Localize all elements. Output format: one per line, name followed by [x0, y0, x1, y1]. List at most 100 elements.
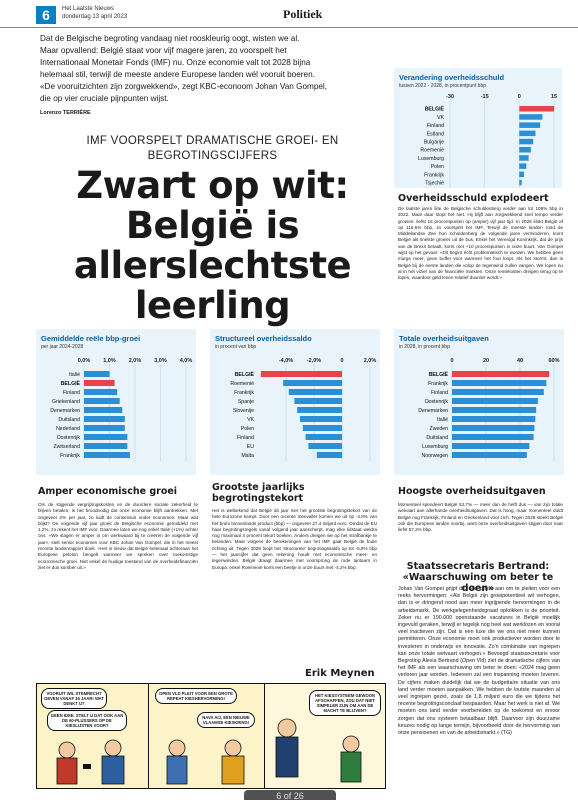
chart-subtitle: tussen 2022 - 2028, in procentpunt bbp — [399, 83, 487, 89]
bar — [519, 163, 527, 169]
growth-article: Om de stijgende vergrijzingskosten en de… — [38, 502, 198, 570]
category-label: Frankrijk — [428, 381, 448, 387]
tick-label: 4,0% — [180, 358, 193, 364]
headline-line: Zwart op wit: — [76, 164, 349, 207]
bar — [84, 389, 118, 395]
cartoon-figures — [166, 739, 245, 785]
intro-line: Maar opvallend: België staat voor vijf m… — [40, 46, 287, 55]
chart-title: Totale overheidsuitgaven — [399, 334, 489, 343]
debt-chart-box: Verandering overheidsschuld tussen 2022 … — [394, 68, 562, 188]
intro-line: helemaal stil, terwijl de meeste andere … — [40, 70, 315, 79]
cartoon-figures — [56, 739, 125, 785]
speech-bubble: HET KIESSYSTEEM GEWOON AFSCHAFFEN, ZOU D… — [309, 690, 381, 716]
balance-heading-text: Grootste jaarlijks begrotingstekort — [212, 482, 305, 504]
spending-article: Momenteel spendeert België 53,7% — meer … — [398, 502, 563, 533]
category-label: Italië — [437, 417, 448, 423]
chart-title: Gemiddelde reële bbp-groei — [41, 334, 141, 343]
headline-line: allerslechtste — [73, 244, 352, 287]
category-label: Frankrijk — [234, 390, 254, 396]
kicker-line: IMF VOORSPELT DRAMATISCHE GROEI- EN — [86, 135, 339, 147]
bar — [519, 130, 536, 137]
bar — [452, 452, 527, 458]
balance-heading: Grootste jaarlijks begrotingstekort — [212, 482, 377, 504]
bar — [84, 380, 115, 386]
growth-chart-box: Gemiddelde reële bbp-groei per jaar 2024… — [36, 329, 196, 475]
page-number: 6 — [36, 6, 56, 24]
tick-label: -30 — [446, 94, 454, 100]
chart-title: Structureel overheidssaldo — [215, 334, 312, 343]
category-label: Griekenland — [52, 399, 80, 405]
bar — [84, 443, 128, 449]
bar — [260, 371, 342, 377]
intro-line: Dat de Belgische begroting vandaag niet … — [40, 34, 300, 43]
category-label: Zweden — [430, 426, 449, 432]
bar — [519, 155, 529, 161]
tick-label: -4,0% — [279, 358, 293, 364]
bar — [452, 425, 535, 431]
speech-bubble: NAVA AIJ, EEN NIEUWE VLAAMSE KIESKRING! — [197, 712, 255, 728]
bar — [84, 407, 123, 413]
bar — [84, 452, 130, 458]
category-label: Finland — [431, 390, 448, 396]
tick-label: 0,0% — [78, 358, 91, 364]
speech-bubble: GEEN IDEE. STELT U DAT OOK AAN DE 60-PLU… — [47, 710, 127, 731]
headline-line: België is — [125, 204, 300, 247]
page-header: 6 Het Laatste Nieuws donderdag 13 april … — [0, 0, 578, 28]
category-label: EU — [247, 444, 254, 450]
bar — [452, 416, 536, 422]
bar — [308, 443, 342, 449]
category-label: BELGIË — [235, 371, 255, 378]
intro-text: Dat de Belgische begroting vandaag niet … — [40, 33, 385, 119]
headline: Zwart op wit: België is allerslechtste l… — [40, 166, 385, 326]
tick-label: 0 — [518, 94, 521, 100]
category-label: Duitsland — [426, 435, 448, 441]
bar — [316, 452, 342, 458]
tick-label: 20 — [483, 358, 489, 364]
debt-article: De laatste jaren liite de Belgische schu… — [398, 206, 563, 281]
tick-label: 3,0% — [154, 358, 167, 364]
category-label: VK — [437, 115, 444, 121]
staatssecretaris-heading: Staatssecretaris Bertrand: «Waarschuwing… — [398, 561, 558, 594]
staatssecretaris-article: Johan Van Gompel grijpt de rode cijfers … — [398, 586, 560, 737]
category-label: Denemarken — [50, 408, 80, 414]
bar — [84, 371, 110, 377]
tick-label: 40 — [517, 358, 523, 364]
bar — [452, 434, 534, 440]
bar — [84, 398, 120, 404]
chart-subtitle: in 2028, in procent bbp — [399, 344, 450, 350]
headline-line: leerling — [134, 284, 291, 327]
category-label: Spanje — [238, 399, 254, 405]
bar — [288, 389, 342, 395]
bar — [84, 416, 125, 422]
chart-subtitle: in procent van bbp — [215, 344, 257, 350]
tick-label: -15 — [481, 94, 489, 100]
speech-bubble: OPEN VLD PLEIT VOOR EEN GROTE REPEAT KIE… — [155, 688, 237, 704]
intro-line: die op vier cruciale pijnpunten wijst. — [40, 94, 169, 103]
category-label: Tsjechië — [425, 181, 444, 187]
tick-label: -2,0% — [307, 358, 321, 364]
bar — [84, 425, 125, 431]
bar — [297, 407, 342, 413]
bar — [305, 434, 342, 440]
category-label: Estland — [427, 131, 444, 137]
debt-heading: Overheidsschuld explodeert — [398, 193, 549, 204]
tick-label: 2,0% — [129, 358, 142, 364]
bar — [452, 371, 550, 377]
bar — [283, 380, 342, 386]
category-label: Polen — [241, 426, 254, 432]
kicker-line: BEGROTINGSCIJFERS — [147, 150, 278, 162]
bar — [519, 106, 554, 112]
balance-chart: -4,0% -2,0% 0 2,0% BELGIË Roemenië Frankrijk Sp… — [230, 358, 377, 461]
category-label: Finland — [63, 390, 80, 396]
bar — [294, 398, 342, 404]
bar — [452, 380, 547, 386]
balance-chart-box: Structureel overheidssaldo in procent va… — [210, 329, 380, 475]
cartoon-panel-1: VOORUIT WIL STEMRECHT GEVEN VANAF 16 JAA… — [37, 684, 149, 788]
spending-chart: 0 20 40 60% BELGIË Frankrijk Finland Oostenrijk… — [418, 358, 560, 461]
tick-label: 0 — [340, 358, 343, 364]
category-label: Noorwegen — [421, 453, 448, 459]
bar — [302, 425, 342, 431]
tick-label: 15 — [551, 94, 557, 100]
category-label: VK — [247, 417, 254, 423]
tick-label: 2,0% — [364, 358, 377, 364]
